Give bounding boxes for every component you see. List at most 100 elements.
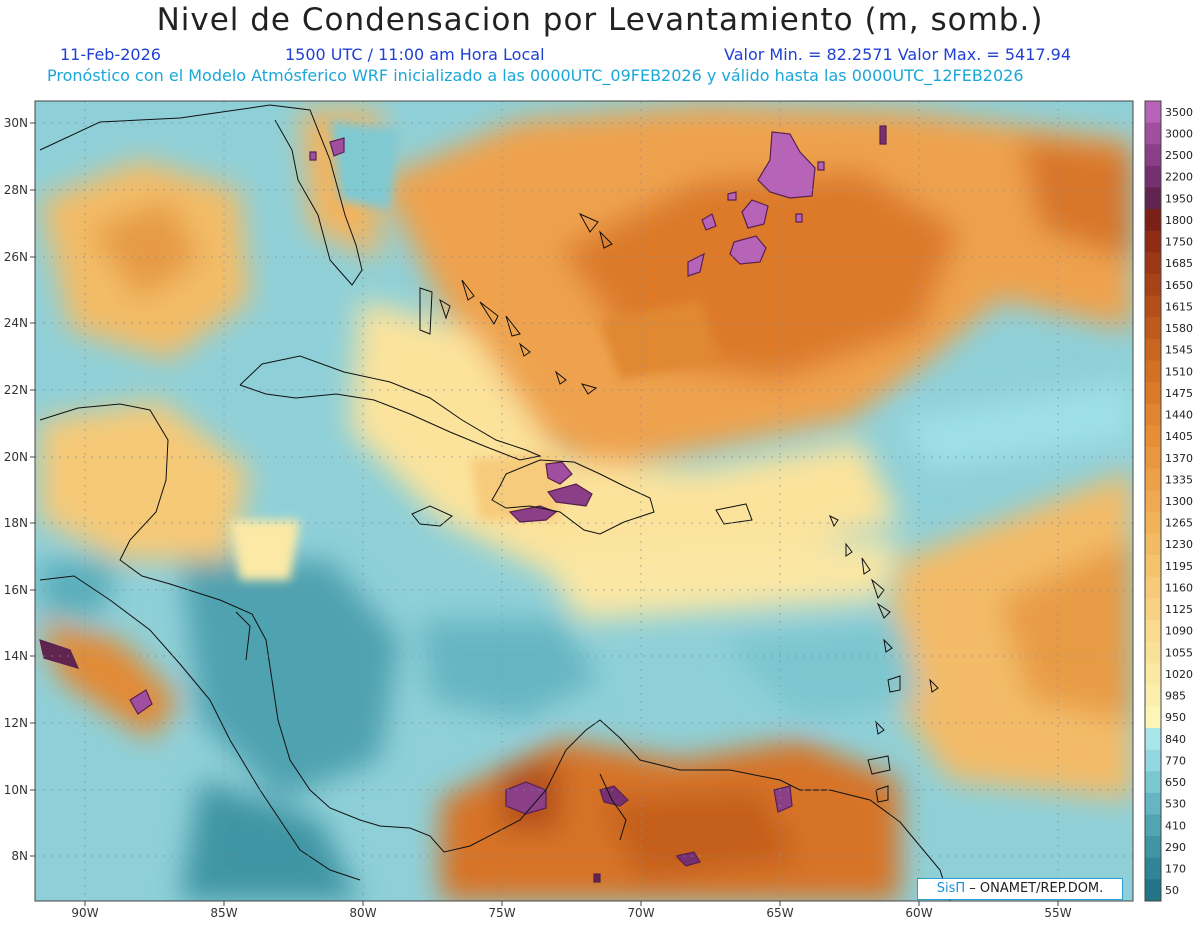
colorbar-swatch xyxy=(1145,230,1161,253)
colorbar-label: 1300 xyxy=(1165,495,1193,508)
colorbar-swatch xyxy=(1145,122,1161,145)
colorbar-label: 1195 xyxy=(1165,560,1193,573)
colorbar-label: 1475 xyxy=(1165,387,1193,400)
colorbar-swatch xyxy=(1145,771,1161,794)
colorbar-swatch xyxy=(1145,879,1161,902)
lat-label: 28N xyxy=(4,183,28,197)
coastlines xyxy=(39,104,951,901)
map-title: Nivel de Condensacion por Levantamiento … xyxy=(156,2,1044,38)
colorbar-swatch xyxy=(1145,684,1161,707)
colorbar-swatch xyxy=(1145,836,1161,859)
lon-label: 70W xyxy=(627,906,654,920)
colorbar-label: 1370 xyxy=(1165,452,1193,465)
colorbar-swatch xyxy=(1145,511,1161,534)
forecast-time: 1500 UTC / 11:00 am Hora Local xyxy=(285,45,545,64)
colorbar-swatch xyxy=(1145,619,1161,643)
colorbar-swatch xyxy=(1145,468,1161,491)
colorbar-swatch xyxy=(1145,792,1161,816)
colorbar-label: 2200 xyxy=(1165,171,1193,184)
lat-label: 14N xyxy=(4,649,28,663)
colorbar-label: 1265 xyxy=(1165,517,1193,530)
colorbar-swatch xyxy=(1145,728,1161,751)
forecast-date: 11-Feb-2026 xyxy=(60,45,161,64)
colorbar-swatch xyxy=(1145,403,1161,426)
colorbar-swatch xyxy=(1145,598,1161,621)
lon-label: 55W xyxy=(1044,906,1071,920)
colorbar-swatch xyxy=(1145,187,1161,210)
lat-label: 24N xyxy=(4,316,28,330)
colorbar-label: 1090 xyxy=(1165,625,1193,638)
colorbar-label: 1055 xyxy=(1165,646,1193,659)
colorbar-swatch xyxy=(1145,814,1161,837)
lat-label: 10N xyxy=(4,783,28,797)
colorbar-swatch xyxy=(1145,317,1161,340)
colorbar-swatch xyxy=(1145,165,1161,188)
colorbar-label: 290 xyxy=(1165,841,1186,854)
colorbar-swatch xyxy=(1145,641,1161,664)
credit-box: SisΠ – ONAMET/REP.DOM. xyxy=(917,878,1123,900)
graticule xyxy=(35,101,1133,901)
colorbar-label: 410 xyxy=(1165,819,1186,832)
colorbar-swatch xyxy=(1145,338,1161,361)
colorbar-label: 1545 xyxy=(1165,344,1193,357)
model-info: Pronóstico con el Modelo Atmósferico WRF… xyxy=(47,66,1024,85)
colorbar-swatch xyxy=(1145,295,1161,318)
lon-label: 65W xyxy=(766,906,793,920)
lon-ticks xyxy=(84,901,1059,906)
colorbar-swatch xyxy=(1145,706,1161,729)
colorbar-label: 1125 xyxy=(1165,603,1193,616)
lat-label: 18N xyxy=(4,516,28,530)
lat-label: 12N xyxy=(4,716,28,730)
lon-label: 75W xyxy=(488,906,515,920)
colorbar-swatch xyxy=(1145,360,1161,383)
colorbar-label: 650 xyxy=(1165,776,1186,789)
colorbar-label: 1950 xyxy=(1165,192,1193,205)
colorbar-label: 770 xyxy=(1165,754,1186,767)
colorbar-frame xyxy=(1144,100,1162,902)
colorbar-label: 50 xyxy=(1165,884,1179,897)
longitude-labels: 90W 85W 80W 75W 70W 65W 60W 55W xyxy=(71,906,1071,920)
min-max-values: Valor Min. = 82.2571 Valor Max. = 5417.9… xyxy=(724,45,1072,64)
colorbar-label: 1580 xyxy=(1165,322,1193,335)
colorbar-label: 2500 xyxy=(1165,149,1193,162)
colorbar-swatch xyxy=(1145,252,1161,275)
colorbar-swatch xyxy=(1145,382,1161,405)
sispi-logo: SisΠ xyxy=(936,881,966,896)
colorbar-label: 1650 xyxy=(1165,279,1193,292)
colorbar-label: 3000 xyxy=(1165,127,1193,140)
colorbar-label: 950 xyxy=(1165,711,1186,724)
colorbar-label: 1405 xyxy=(1165,430,1193,443)
credit-text: – ONAMET/REP.DOM. xyxy=(969,881,1104,896)
colorbar-label: 1160 xyxy=(1165,581,1193,594)
lat-ticks xyxy=(30,122,35,857)
lon-label: 80W xyxy=(349,906,376,920)
colorbar-label: 1230 xyxy=(1165,538,1193,551)
condensation-level-field xyxy=(35,101,1133,901)
lat-label: 22N xyxy=(4,383,28,397)
colorbar-label: 1510 xyxy=(1165,365,1193,378)
colorbar-label: 840 xyxy=(1165,733,1186,746)
colorbar-label: 1335 xyxy=(1165,473,1193,486)
latitude-labels: 30N 28N 26N 24N 22N 20N 18N 16N 14N 12N … xyxy=(4,116,28,863)
lon-label: 85W xyxy=(210,906,237,920)
map-frame xyxy=(34,100,1134,902)
colorbar-label: 1750 xyxy=(1165,236,1193,249)
colorbar-label: 170 xyxy=(1165,863,1186,876)
lat-label: 26N xyxy=(4,250,28,264)
lat-label: 8N xyxy=(11,849,28,863)
colorbar-swatch xyxy=(1145,425,1161,448)
colorbar-swatch xyxy=(1145,749,1161,772)
colorbar: 3500 3000 2500 2200 1950 1800 1750 1685 1650 1615… xyxy=(1144,100,1193,902)
colorbar-swatch xyxy=(1145,101,1161,124)
colorbar-label: 1615 xyxy=(1165,300,1193,313)
colorbar-label: 3500 xyxy=(1165,106,1193,119)
colorbar-swatch xyxy=(1145,555,1161,578)
colorbar-label: 1020 xyxy=(1165,668,1193,681)
colorbar-swatch xyxy=(1145,576,1161,599)
high-lcl-areas xyxy=(39,125,887,883)
lat-label: 20N xyxy=(4,450,28,464)
colorbar-swatch xyxy=(1145,273,1161,297)
colorbar-swatch xyxy=(1145,663,1161,686)
colorbar-swatch xyxy=(1145,144,1161,167)
